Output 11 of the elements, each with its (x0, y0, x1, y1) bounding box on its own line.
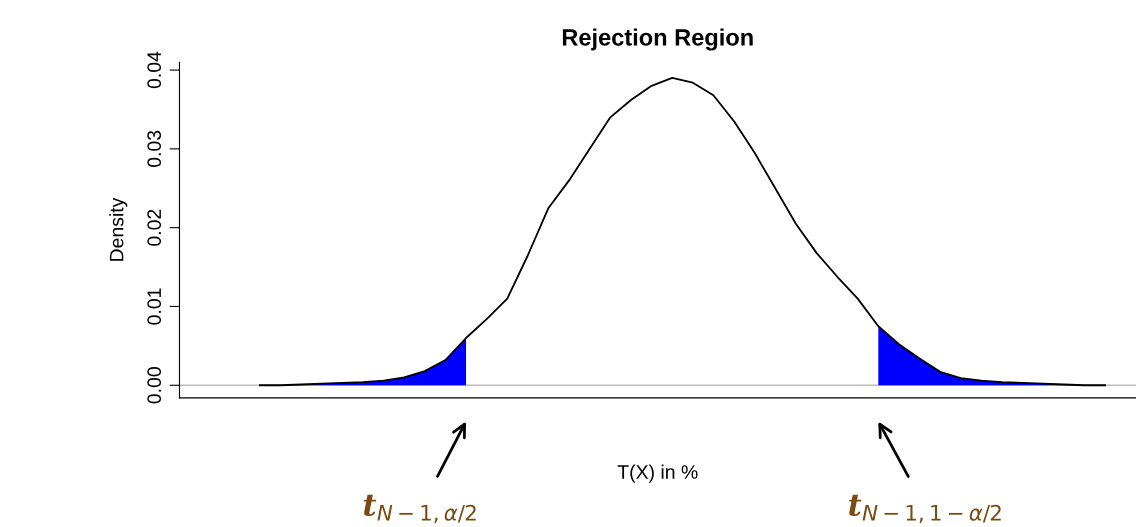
y-tick-label: 0.00 (147, 367, 162, 404)
chart-title: Rejection Region (562, 28, 753, 51)
x-axis-title: T(X) in % (617, 464, 698, 483)
y-tick-label: 0.01 (147, 288, 162, 325)
text: t$_{N−1,1−α/2}$ (849, 494, 1001, 524)
y-tick-label: 0.02 (147, 209, 162, 246)
text: t$_{N−1,α/2}$ (363, 494, 476, 524)
y-axis-title: Density (109, 197, 128, 261)
line-series (258, 77, 1106, 387)
y-tick-label: 0.04 (147, 51, 162, 89)
y-tick-label: 0.03 (147, 130, 162, 168)
